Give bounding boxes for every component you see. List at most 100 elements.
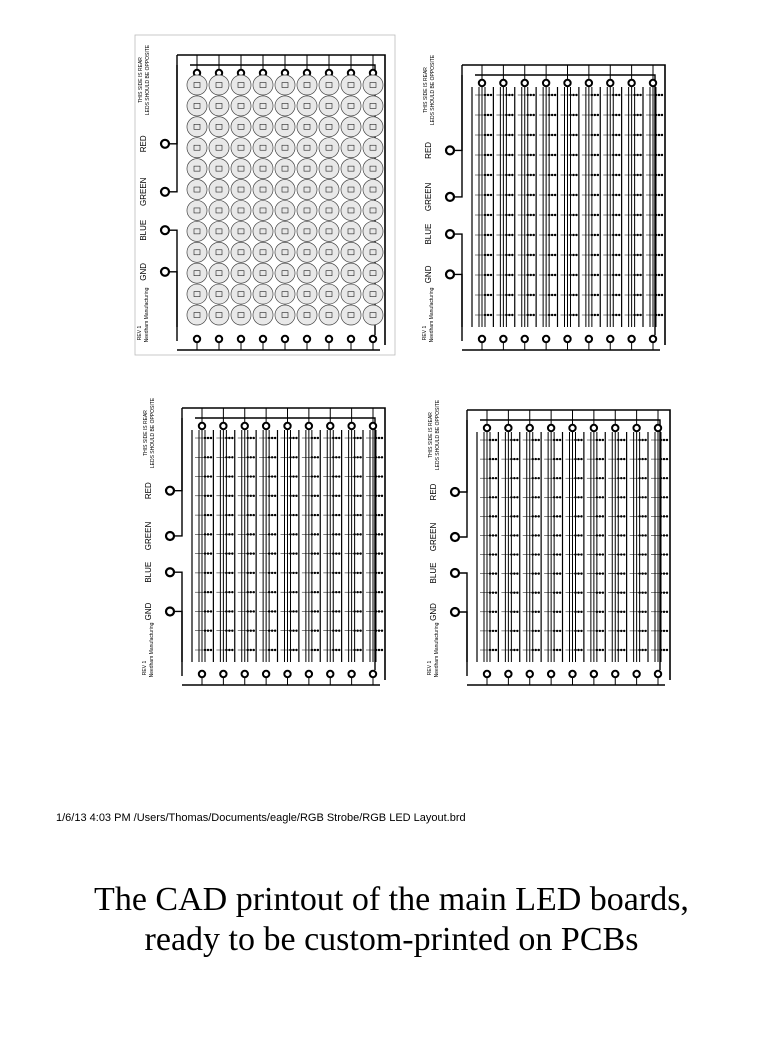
led-footprint xyxy=(186,179,208,200)
led-footprint xyxy=(318,179,340,200)
label-blue: BLUE xyxy=(139,220,148,241)
terminal-pad xyxy=(444,145,456,156)
led-pads xyxy=(215,228,223,235)
led-footprint xyxy=(340,74,362,96)
led-pads xyxy=(237,186,245,193)
led-pads xyxy=(237,207,245,214)
bottom-pad xyxy=(520,334,529,344)
led-footprint xyxy=(186,74,208,96)
led-pads xyxy=(281,165,289,172)
label-maker: Needham Manufacturing xyxy=(149,622,155,677)
bottom-pad xyxy=(347,669,356,679)
terminal-pad xyxy=(164,530,176,542)
frame-trace-inner xyxy=(480,419,661,670)
top-pad xyxy=(611,423,620,433)
led-footprint xyxy=(252,95,274,117)
side-note-2: LEDS SHOULD BE OPPOSITE xyxy=(150,397,156,468)
frame-trace-top xyxy=(182,407,386,680)
frame-trace-top xyxy=(462,64,666,345)
led-pads xyxy=(193,270,201,276)
terminal-pad xyxy=(449,486,461,498)
led-pads xyxy=(325,291,333,297)
led-footprint xyxy=(230,304,252,326)
led-footprint xyxy=(274,220,296,242)
bottom-pad xyxy=(653,669,663,679)
led-pads xyxy=(325,186,333,193)
led-footprint xyxy=(230,179,252,200)
led-pads xyxy=(369,124,377,130)
led-pads xyxy=(369,144,377,151)
led-footprint xyxy=(296,179,318,200)
top-pad xyxy=(261,421,271,431)
led-pads xyxy=(193,312,201,318)
label-rev: REV 1 xyxy=(137,326,143,341)
led-pads xyxy=(347,103,355,109)
led-pads xyxy=(259,103,267,109)
terminal-pad xyxy=(159,266,171,277)
pcb-layout-printout: THIS SIDE IS REAR LEDS SHOULD BE OPPOSITE… xyxy=(134,34,671,686)
led-pads xyxy=(193,207,201,214)
led-pads xyxy=(303,144,311,151)
power-trace xyxy=(454,75,463,198)
led-footprint xyxy=(296,200,318,221)
power-trace xyxy=(169,65,178,193)
label-green: GREEN xyxy=(429,523,438,552)
led-footprint xyxy=(296,74,318,96)
led-footprint xyxy=(274,116,296,138)
power-trace xyxy=(459,611,468,676)
print-info: 1/6/13 4:03 PM /Users/Thomas/Documents/e… xyxy=(56,812,466,824)
led-pads xyxy=(215,124,223,130)
led-footprint xyxy=(274,179,296,200)
led-footprint xyxy=(362,283,384,305)
led-footprint xyxy=(274,158,296,180)
led-footprint xyxy=(274,304,296,326)
label-blue: BLUE xyxy=(424,224,433,245)
bottom-pad xyxy=(368,334,378,344)
terminal-pad xyxy=(444,229,456,240)
led-footprint xyxy=(230,220,252,242)
label-red: RED xyxy=(429,483,438,500)
bottom-pad xyxy=(648,334,658,344)
led-pads xyxy=(237,124,245,130)
led-pads xyxy=(281,249,289,256)
led-footprint xyxy=(186,304,208,326)
power-trace xyxy=(459,420,468,538)
led-pads xyxy=(259,165,267,172)
bottom-pad xyxy=(499,334,508,344)
led-footprint xyxy=(230,283,252,305)
led-footprint xyxy=(296,220,318,242)
bottom-pad xyxy=(589,669,599,679)
bottom-pad xyxy=(632,669,641,679)
power-trace xyxy=(459,410,468,493)
top-pad xyxy=(283,421,292,431)
led-pads xyxy=(303,228,311,235)
led-pads xyxy=(215,270,223,276)
led-pads xyxy=(259,124,267,130)
led-footprint xyxy=(296,95,318,117)
led-footprint xyxy=(186,262,208,284)
led-pads xyxy=(281,228,289,235)
frame-trace-top xyxy=(177,54,386,345)
led-pads xyxy=(237,103,245,109)
bottom-pad xyxy=(192,334,202,344)
led-pads xyxy=(347,207,355,214)
led-pads xyxy=(369,165,377,172)
top-pad xyxy=(541,78,551,88)
led-pads xyxy=(303,82,311,88)
led-footprint xyxy=(362,74,384,96)
led-footprint xyxy=(252,220,274,242)
led-footprint xyxy=(296,241,318,263)
led-footprint xyxy=(186,200,208,221)
side-note-1: THIS SIDE IS REAR xyxy=(423,67,429,113)
power-trace xyxy=(454,65,463,152)
led-footprint xyxy=(318,262,340,284)
led-footprint xyxy=(274,137,296,159)
led-pads xyxy=(237,165,245,172)
power-trace xyxy=(174,610,183,676)
led-footprint xyxy=(208,137,230,159)
led-footprint xyxy=(274,200,296,221)
led-pads xyxy=(369,270,377,276)
top-pad xyxy=(648,78,658,88)
led-pads xyxy=(325,207,333,214)
label-blue: BLUE xyxy=(429,563,438,584)
